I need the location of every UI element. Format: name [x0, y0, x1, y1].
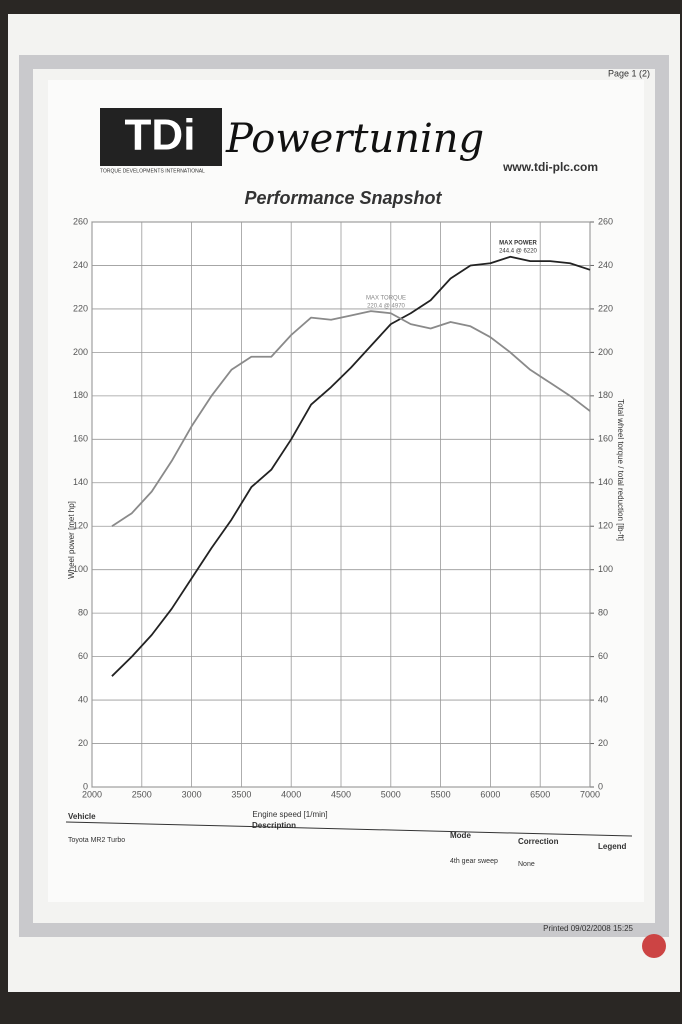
y-tick-label: 180 [73, 390, 88, 400]
x-tick-label: 3500 [231, 789, 251, 799]
y-axis-label: Wheel power [met hp] [67, 501, 76, 579]
series-line [111, 255, 591, 677]
y2-tick-label: 120 [598, 521, 613, 531]
x-tick-label: 4000 [281, 789, 301, 799]
annotation: MAX POWER [499, 241, 537, 247]
x-tick-label: 5500 [431, 789, 451, 799]
y2-tick-label: 20 [598, 738, 608, 748]
y-tick-label: 60 [78, 651, 88, 661]
y-tick-label: 260 [73, 216, 88, 226]
table-rule [65, 821, 633, 837]
x-tick-label: 5000 [381, 789, 401, 799]
y-tick-label: 100 [73, 564, 88, 574]
y-tick-label: 0 [83, 781, 88, 791]
table-header: Description [252, 821, 296, 830]
y-tick-label: 200 [73, 347, 88, 357]
table-header: Mode [450, 831, 471, 840]
border [19, 55, 669, 937]
y-tick-label: 120 [73, 521, 88, 531]
series-line [111, 310, 591, 527]
y-tick-label: 220 [73, 303, 88, 313]
table-header: Legend [598, 842, 627, 851]
x-tick-label: 6500 [530, 789, 550, 799]
x-tick-label: 4500 [331, 789, 351, 799]
correction: None [518, 861, 535, 868]
y2-axis-label: Total wheel torque / total reduction [lb… [616, 399, 625, 541]
annotation: MAX TORQUE [366, 296, 406, 302]
url: www.tdi-plc.com [502, 160, 598, 174]
logo: TDi [125, 111, 196, 160]
chart-title: Performance Snapshot [244, 188, 442, 208]
y2-tick-label: 160 [598, 434, 613, 444]
y2-tick-label: 240 [598, 260, 613, 270]
x-tick-label: 7000 [580, 789, 600, 799]
page-number: Page 1 (2) [608, 68, 650, 78]
y2-tick-label: 140 [598, 477, 613, 487]
printed-date: Printed 09/02/2008 15:25 [543, 924, 633, 933]
annotation: 220.4 @ 4970 [367, 304, 405, 310]
y2-tick-label: 80 [598, 608, 608, 618]
logo-box [100, 108, 222, 166]
seal [642, 934, 666, 958]
mode: 4th gear sweep [450, 858, 498, 865]
x-tick-label: 2500 [132, 789, 152, 799]
y2-tick-label: 0 [598, 781, 603, 791]
vehicle: Toyota MR2 Turbo [68, 837, 125, 844]
y2-tick-label: 180 [598, 390, 613, 400]
y-tick-label: 140 [73, 477, 88, 487]
y-tick-label: 20 [78, 738, 88, 748]
x-axis-label: Engine speed [1/min] [252, 810, 327, 819]
y2-tick-label: 200 [598, 347, 613, 357]
table-header: Vehicle [68, 812, 96, 821]
tagline: TORQUE DEVELOPMENTS INTERNATIONAL [100, 168, 205, 174]
y-tick-label: 80 [78, 608, 88, 618]
y-tick-label: 160 [73, 434, 88, 444]
brand: Powertuning [225, 116, 484, 162]
y2-tick-label: 100 [598, 564, 613, 574]
y-tick-label: 40 [78, 694, 88, 704]
annotation: 244.4 @ 6220 [499, 249, 537, 255]
y-tick-label: 240 [73, 260, 88, 270]
y2-tick-label: 260 [598, 216, 613, 226]
y2-tick-label: 40 [598, 694, 608, 704]
y2-tick-label: 220 [598, 303, 613, 313]
y2-tick-label: 60 [598, 651, 608, 661]
x-tick-label: 3000 [182, 789, 202, 799]
table-header: Correction [518, 837, 559, 846]
x-tick-label: 6000 [480, 789, 500, 799]
x-tick-label: 2000 [82, 789, 102, 799]
